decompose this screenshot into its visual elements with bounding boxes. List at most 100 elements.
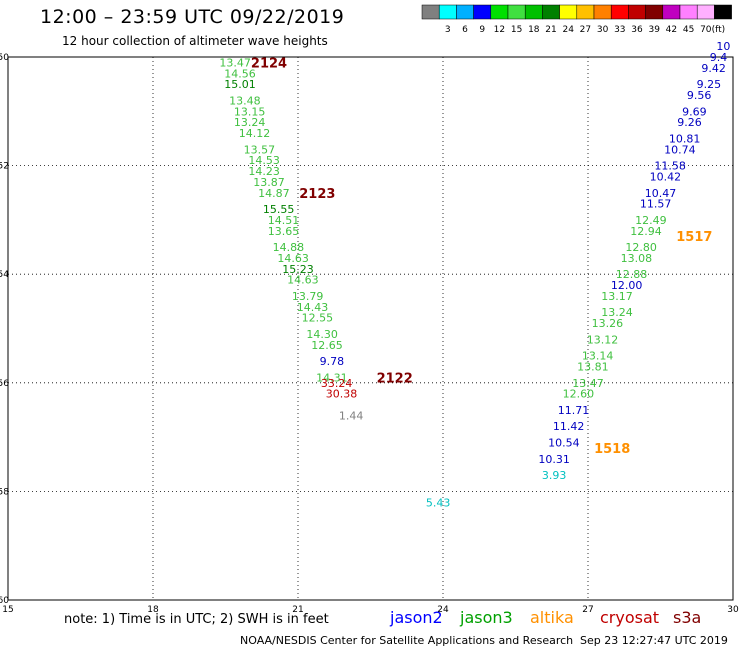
y-tick-label: -54 xyxy=(0,270,9,280)
data-point-label: 14.30 xyxy=(306,328,338,341)
x-tick-label: 18 xyxy=(147,605,159,615)
data-point-label: 13.79 xyxy=(292,290,324,303)
data-point-label: 14.56 xyxy=(224,67,256,80)
data-point-label: 15.23 xyxy=(282,263,314,276)
legend-tick-label: 33 xyxy=(614,25,625,35)
data-point-label: 13.48 xyxy=(229,94,261,107)
legend-tick-label: 18 xyxy=(528,25,540,35)
legend-tick-label: 45 xyxy=(683,25,694,35)
legend-jason3: jason3 xyxy=(460,608,513,627)
data-point-label: 14.88 xyxy=(273,241,305,254)
data-point-label: 13.17 xyxy=(601,290,633,303)
data-point-label: 13.47 xyxy=(219,56,251,69)
x-tick-label: 27 xyxy=(582,605,593,615)
x-tick-label: 21 xyxy=(292,605,303,615)
legend-cryosat: cryosat xyxy=(600,608,660,627)
data-point-label: 13.08 xyxy=(621,252,653,265)
legend-tick-label: 27 xyxy=(580,25,591,35)
color-scale-legend: 3 6 9 12 15 18 21 24 27 30 33 36 39 42 45 70 (ft) xyxy=(421,4,732,35)
pass-number-label: 1518 xyxy=(594,442,630,457)
data-point-label: 13.65 xyxy=(268,225,300,238)
legend-unit: (ft) xyxy=(712,25,726,35)
data-point-label: 11.58 xyxy=(654,160,686,173)
data-point-label: 10 xyxy=(716,40,730,53)
pass-number-label: 2123 xyxy=(299,187,335,202)
data-point-label: 14.87 xyxy=(258,187,290,200)
data-point-label: 13.26 xyxy=(592,317,624,330)
legend-tick-label: 15 xyxy=(511,25,522,35)
data-point-label: 9.78 xyxy=(320,355,345,368)
data-point-label: 12.65 xyxy=(311,339,343,352)
data-point-label: 13.14 xyxy=(582,350,614,363)
data-point-label: 14.53 xyxy=(248,154,280,167)
legend-tick-label: 21 xyxy=(545,25,556,35)
legend-tick-label: 30 xyxy=(597,25,609,35)
data-point-label: 10.54 xyxy=(548,437,580,450)
data-point-label: 9.69 xyxy=(682,105,707,118)
data-point-label: 9.42 xyxy=(701,62,726,75)
x-tick-label: 30 xyxy=(727,605,739,615)
plot-frame xyxy=(7,56,734,601)
data-point-label: 14.63 xyxy=(277,252,309,265)
y-tick-label: -56 xyxy=(0,379,9,389)
data-point-label: 13.47 xyxy=(572,377,604,390)
data-point-label: 14.12 xyxy=(239,127,271,140)
data-point-label: 13.24 xyxy=(601,306,633,319)
data-point-label: 10.31 xyxy=(538,453,570,466)
data-point-label: 10.81 xyxy=(669,132,701,145)
chart-title: 12:00 – 23:59 UTC 09/22/2019 xyxy=(40,6,345,28)
data-point-label: 13.57 xyxy=(244,143,276,156)
legend-tick-label: 12 xyxy=(494,25,505,35)
data-point-label: 10.74 xyxy=(664,143,696,156)
data-point-label: 13.24 xyxy=(234,116,266,129)
pass-number-label: 1517 xyxy=(676,230,712,245)
legend-tick-label: 39 xyxy=(648,25,660,35)
credit-text: NOAA/NESDIS Center for Satellite Applica… xyxy=(240,634,574,647)
x-tick-label: 24 xyxy=(437,605,449,615)
data-point-label: 13.15 xyxy=(234,105,266,118)
data-point-label: 9.56 xyxy=(687,89,712,102)
data-point-label: 12.55 xyxy=(302,312,334,325)
legend-tick-label: 36 xyxy=(631,25,643,35)
data-point-label: 9.26 xyxy=(677,116,702,129)
data-point-label: 14.63 xyxy=(287,274,319,287)
footer-note: note: 1) Time is in UTC; 2) SWH is in fe… xyxy=(64,612,329,627)
data-point-label: 11.71 xyxy=(558,404,590,417)
pass-number-label: 2122 xyxy=(377,371,413,386)
data-point-label: 14.31 xyxy=(316,371,348,384)
data-point-label: 13.12 xyxy=(587,333,619,346)
legend-tick-label: 6 xyxy=(462,25,468,35)
legend-tick-label: 3 xyxy=(445,25,451,35)
data-point-label: 10.42 xyxy=(650,170,682,183)
data-point-label: 12.80 xyxy=(625,241,657,254)
data-point-label: 30.38 xyxy=(326,388,358,401)
data-point-label: 12.94 xyxy=(630,225,662,238)
legend-tick-label: 70 xyxy=(700,25,712,35)
y-tick-label: -58 xyxy=(0,487,9,497)
legend-tick-label: 9 xyxy=(479,25,485,35)
legend-tick-label: 42 xyxy=(666,25,677,35)
data-point-label: 5.43 xyxy=(426,496,451,509)
data-point-label: 12.88 xyxy=(616,268,648,281)
data-point-label: 10.47 xyxy=(645,187,677,200)
pass-number-label: 2124 xyxy=(251,56,287,71)
x-tick-label: 15 xyxy=(2,605,13,615)
data-point-label: 13.87 xyxy=(253,176,285,189)
legend-s3a: s3a xyxy=(673,608,702,627)
legend-jason2: jason2 xyxy=(390,608,443,627)
data-point-label: 14.43 xyxy=(297,301,329,314)
y-tick-label: -50 xyxy=(0,53,9,63)
y-tick-label: -52 xyxy=(0,162,9,172)
data-point-label: 11.57 xyxy=(640,198,672,211)
data-point-label: 9.25 xyxy=(697,78,722,91)
data-point-label: 14.23 xyxy=(248,165,280,178)
data-point-label: 9.4 xyxy=(710,51,728,64)
data-point-label: 1.44 xyxy=(339,409,364,422)
y-tick-label: -60 xyxy=(0,596,9,606)
data-point-label: 12.00 xyxy=(611,279,643,292)
data-point-label: 33.24 xyxy=(321,377,353,390)
legend-swatch xyxy=(714,4,732,20)
legend-altika: altika xyxy=(530,608,574,627)
data-point-label: 11.42 xyxy=(553,420,585,433)
